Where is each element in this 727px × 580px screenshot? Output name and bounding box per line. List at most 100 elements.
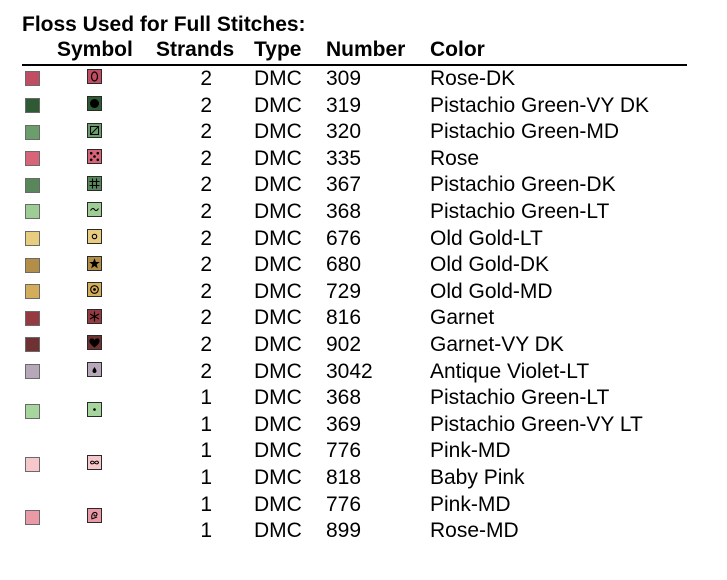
strands-cell: 2 [200, 200, 212, 223]
header-symbol: Symbol [57, 38, 133, 61]
number-cell: 335 [326, 146, 362, 170]
header-color: Color [430, 38, 485, 61]
filled-circle-icon [87, 95, 102, 111]
number-cell: 367 [326, 173, 362, 197]
type-cell: DMC [254, 466, 302, 489]
header-strands: Strands [156, 38, 235, 61]
color-swatch [25, 457, 40, 472]
number-cell: 3042 [326, 359, 373, 383]
strands-cell: 2 [200, 333, 212, 356]
strands-cell: 2 [200, 146, 212, 170]
color-swatch [25, 151, 40, 167]
type-cell: DMC [254, 93, 302, 117]
slashed-square-icon [87, 122, 102, 138]
asterisk-icon [87, 308, 102, 324]
type-cell: DMC [254, 359, 302, 383]
color-name-cell: Pink-MD [430, 492, 511, 516]
number-cell: 368 [326, 386, 362, 410]
strands-cell: 2 [200, 359, 212, 383]
color-name-cell: Baby Pink [430, 466, 525, 489]
type-cell: DMC [254, 146, 302, 170]
color-name-cell: Antique Violet-LT [430, 359, 590, 383]
strands-cell: 2 [200, 306, 212, 330]
type-cell: DMC [254, 120, 302, 144]
strands-cell: 2 [200, 253, 212, 277]
number-cell: 818 [326, 466, 362, 489]
strands-cell: 2 [200, 279, 212, 303]
color-name-cell: Pink-MD [430, 439, 511, 463]
number-cell: 902 [326, 333, 362, 356]
swirl-icon [87, 508, 102, 524]
oval-icon [87, 69, 102, 85]
color-name-cell: Old Gold-LT [430, 226, 543, 250]
page-title: Floss Used for Full Stitches: [22, 13, 306, 36]
center-dot-icon [87, 401, 102, 417]
strands-cell: 1 [200, 439, 212, 463]
small-circle-icon [87, 228, 102, 244]
type-cell: DMC [254, 412, 302, 436]
color-swatch [25, 230, 40, 246]
color-name-cell: Rose [430, 146, 480, 170]
type-cell: DMC [254, 279, 302, 303]
type-cell: DMC [254, 67, 302, 90]
color-name-cell: Rose-MD [430, 519, 519, 543]
header-number: Number [326, 38, 406, 61]
color-name-cell: Garnet-VY DK [430, 333, 564, 356]
number-cell: 776 [326, 439, 362, 463]
type-cell: DMC [254, 200, 302, 223]
color-name-cell: Pistachio Green-LT [430, 386, 610, 410]
type-cell: DMC [254, 492, 302, 516]
number-cell: 680 [326, 253, 362, 277]
x-dots-icon [87, 149, 102, 165]
strands-cell: 1 [200, 386, 212, 410]
type-cell: DMC [254, 386, 302, 410]
strands-cell: 1 [200, 492, 212, 516]
type-cell: DMC [254, 333, 302, 356]
dotted-circle-icon [87, 282, 102, 298]
number-cell: 319 [326, 93, 362, 117]
header-divider [22, 64, 687, 66]
number-cell: 369 [326, 412, 362, 436]
tilde-icon [87, 202, 102, 218]
strands-cell: 2 [200, 226, 212, 250]
strands-cell: 1 [200, 519, 212, 543]
drop-icon [87, 361, 102, 377]
color-swatch [25, 403, 40, 419]
strands-cell: 2 [200, 173, 212, 197]
number-cell: 676 [326, 226, 362, 250]
color-name-cell: Old Gold-MD [430, 279, 553, 303]
header-type: Type [254, 38, 302, 61]
strands-cell: 2 [200, 93, 212, 117]
number-cell: 776 [326, 492, 362, 516]
color-swatch [25, 284, 40, 300]
color-swatch [25, 97, 40, 113]
infinity-icon [87, 455, 102, 470]
type-cell: DMC [254, 226, 302, 250]
color-name-cell: Garnet [430, 306, 495, 330]
type-cell: DMC [254, 253, 302, 277]
type-cell: DMC [254, 519, 302, 543]
color-swatch [25, 204, 40, 220]
color-name-cell: Pistachio Green-LT [430, 200, 610, 223]
color-swatch [25, 363, 40, 379]
strands-cell: 1 [200, 466, 212, 489]
color-swatch [25, 124, 40, 140]
type-cell: DMC [254, 306, 302, 330]
type-cell: DMC [254, 439, 302, 463]
color-swatch [25, 257, 40, 273]
color-swatch [25, 177, 40, 193]
strands-cell: 2 [200, 120, 212, 144]
color-name-cell: Pistachio Green-MD [430, 120, 620, 144]
number-cell: 320 [326, 120, 362, 144]
type-cell: DMC [254, 173, 302, 197]
number-cell: 816 [326, 306, 362, 330]
color-swatch [25, 337, 40, 353]
color-name-cell: Old Gold-DK [430, 253, 550, 277]
color-name-cell: Pistachio Green-DK [430, 173, 616, 197]
color-swatch [25, 71, 40, 87]
number-cell: 729 [326, 279, 362, 303]
hash-icon [87, 175, 102, 191]
number-cell: 368 [326, 200, 362, 223]
color-name-cell: Pistachio Green-VY LT [430, 412, 643, 436]
